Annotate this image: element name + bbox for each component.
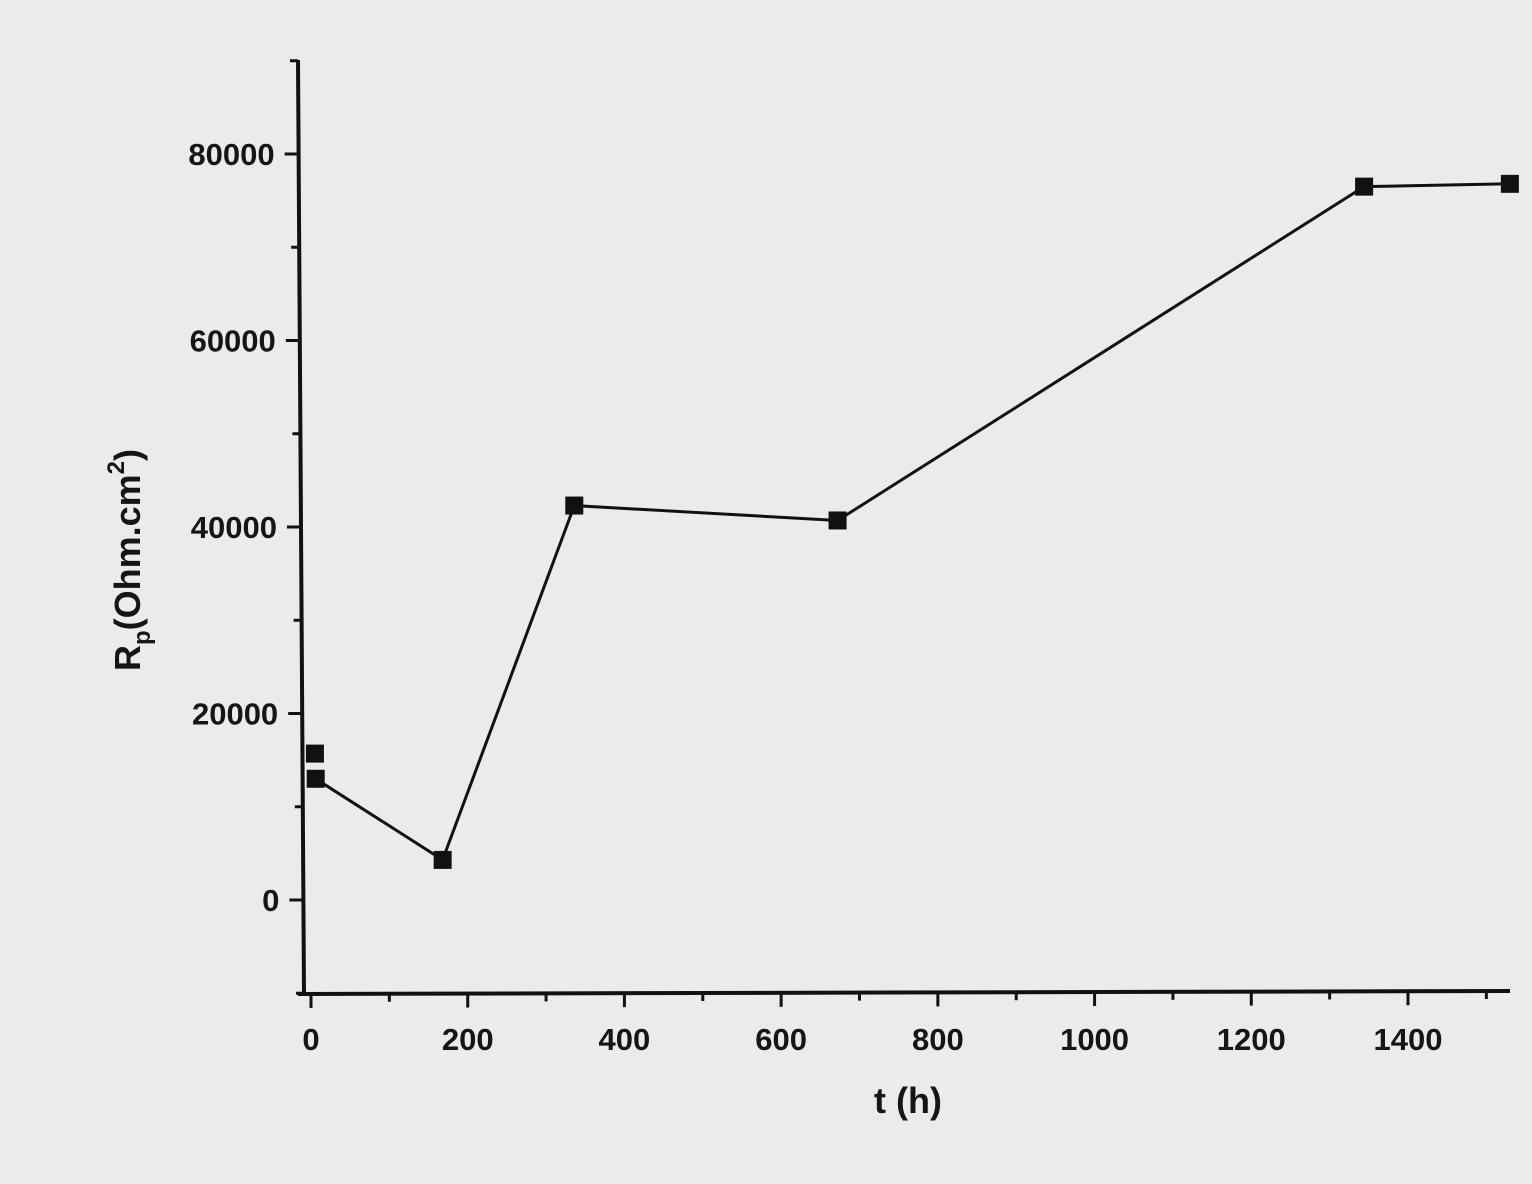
y-axis-title-subscript: p (129, 630, 156, 645)
y-axis-title-superscript: 2 (103, 461, 130, 474)
y-axis-title: Rp(Ohm.cm2) (103, 449, 156, 671)
x-tick-label: 1000 (1060, 1022, 1129, 1057)
series-polyline (314, 182, 1510, 863)
x-tick-label: 800 (912, 1022, 964, 1057)
y-tick-label: 20000 (192, 697, 278, 732)
x-tick-label: 200 (442, 1022, 494, 1057)
y-tick-label: 60000 (190, 324, 276, 359)
x-tick-label: 1400 (1374, 1022, 1443, 1057)
y-tick-label: 40000 (191, 510, 277, 545)
x-tick-label: 400 (599, 1022, 651, 1057)
y-tick-label: 0 (262, 883, 279, 918)
x-tick-label: 1200 (1217, 1022, 1286, 1057)
y-axis-title-base: R (107, 645, 148, 671)
series-line (314, 182, 1510, 863)
data-point-marker (433, 850, 452, 869)
data-point-marker (828, 511, 847, 530)
y-axis-title-unit-open: (Ohm.cm (107, 474, 148, 630)
y-tick-label: 80000 (188, 137, 274, 172)
y-axis-title-unit-close: ) (107, 449, 148, 461)
x-tick-label: 0 (302, 1022, 319, 1057)
x-axis-line (297, 989, 1511, 996)
plot-area: 0 20000 40000 60000 80000 0 200 400 600 800 1000 1… (188, 59, 1519, 1057)
series-markers (305, 174, 1519, 869)
data-point-marker (565, 496, 584, 515)
x-axis-title: t (h) (874, 1080, 942, 1121)
data-point-marker (305, 744, 324, 763)
x-ticks: 0 200 400 600 800 1000 1200 1400 (302, 991, 1488, 1057)
x-tick-label: 600 (755, 1022, 807, 1057)
y-ticks: 0 20000 40000 60000 80000 (188, 59, 304, 995)
data-point-marker (1355, 177, 1374, 196)
data-point-marker (306, 769, 325, 788)
data-point-marker (1500, 174, 1519, 193)
